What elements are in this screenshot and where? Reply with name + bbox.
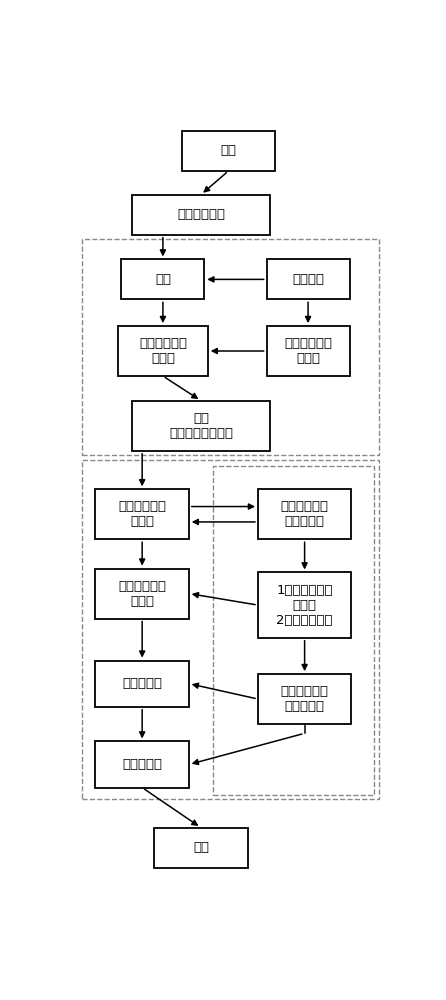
Text: 分层: 分层 (155, 273, 171, 286)
Bar (95, 569, 189, 619)
Text: 红外热像仪扫
描剩余分区: 红外热像仪扫 描剩余分区 (281, 500, 329, 528)
Text: 1、调整分区制
造顺序
2、调整起弧点: 1、调整分区制 造顺序 2、调整起弧点 (277, 584, 333, 627)
Bar (267, 326, 350, 376)
Bar (213, 466, 374, 795)
Bar (95, 661, 189, 707)
Text: 其他层制造: 其他层制造 (122, 758, 162, 771)
Bar (82, 460, 379, 799)
Bar (258, 572, 351, 638)
Text: 第一层其他分
区制造: 第一层其他分 区制造 (118, 580, 166, 608)
Bar (118, 326, 208, 376)
Text: 层间分区及路
径规划: 层间分区及路 径规划 (139, 337, 187, 365)
Bar (95, 489, 189, 539)
Bar (132, 401, 270, 451)
Text: 完成: 完成 (193, 841, 209, 854)
Bar (258, 674, 351, 724)
Text: 几何形状及其
他需求: 几何形状及其 他需求 (284, 337, 332, 365)
Bar (82, 239, 379, 455)
Bar (121, 259, 204, 299)
Bar (267, 259, 350, 299)
Text: 第一层第一分
区制造: 第一层第一分 区制造 (118, 500, 166, 528)
Text: 模拟
确定初始制造分区: 模拟 确定初始制造分区 (169, 412, 233, 440)
Bar (258, 489, 351, 539)
Bar (182, 131, 275, 171)
Bar (154, 828, 248, 868)
Bar (132, 195, 270, 235)
Bar (95, 741, 189, 788)
Text: 计算并调整初
始制造分区: 计算并调整初 始制造分区 (281, 685, 329, 713)
Text: 复杂零件模型: 复杂零件模型 (177, 208, 225, 221)
Text: 制造约束: 制造约束 (292, 273, 324, 286)
Text: 第二层制造: 第二层制造 (122, 677, 162, 690)
Text: 开始: 开始 (221, 144, 236, 157)
